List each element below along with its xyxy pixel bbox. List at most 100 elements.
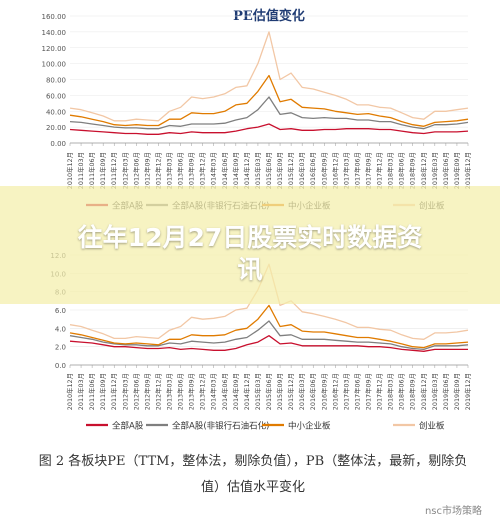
x-tick-label: 2016年12月 — [330, 373, 339, 410]
banner-title: 往年12月27日股票实时数据资 讯 — [0, 222, 500, 286]
x-tick-label: 2015年12月 — [286, 152, 295, 189]
x-tick-label: 2017年03月 — [341, 152, 350, 189]
legend-label: 创业板 — [419, 421, 445, 432]
x-tick-label: 2013年06月 — [176, 152, 185, 189]
x-tick-label: 2013年09月 — [187, 373, 196, 410]
x-tick-label: 2016年09月 — [319, 152, 328, 189]
figure-caption-line2: 值）估值水平变化 — [200, 480, 305, 495]
x-tick-label: 2011年03月 — [76, 373, 85, 410]
x-tick-label: 2019年12月 — [463, 152, 472, 189]
y-tick-label: 0.0 — [55, 362, 66, 370]
x-tick-label: 2016年09月 — [319, 373, 328, 410]
x-tick-label: 2018年09月 — [408, 373, 417, 410]
x-tick-label: 2017年03月 — [341, 373, 350, 410]
x-tick-label: 2015年09月 — [275, 373, 284, 410]
x-tick-label: 2011年12月 — [109, 152, 118, 189]
x-tick-label: 2015年12月 — [286, 373, 295, 410]
y-tick-label: 40.00 — [46, 108, 66, 116]
y-tick-label: 120.00 — [42, 45, 67, 53]
x-tick-label: 2018年03月 — [386, 152, 395, 189]
x-tick-label: 2012年09月 — [142, 373, 151, 410]
x-tick-label: 2016年12月 — [330, 152, 339, 189]
x-tick-label: 2018年03月 — [386, 373, 395, 410]
figure-caption-line1: 图 2 各板块PE（TTM，整体法，剔除负值），PB（整体法，最新，剔除负 — [38, 454, 468, 469]
x-tick-label: 2014年03月 — [209, 152, 218, 189]
x-tick-label: 2014年09月 — [231, 373, 240, 410]
x-tick-label: 2010年12月 — [65, 373, 74, 410]
x-tick-label: 2012年12月 — [153, 152, 162, 189]
x-tick-label: 2016年03月 — [297, 373, 306, 410]
x-tick-label: 2011年09月 — [98, 152, 107, 189]
x-tick-label: 2017年12月 — [375, 152, 384, 189]
x-tick-label: 2012年03月 — [120, 373, 129, 410]
x-tick-label: 2011年06月 — [87, 152, 96, 189]
legend-label: 中小企业板 — [288, 421, 331, 432]
x-tick-label: 2013年12月 — [198, 152, 207, 189]
x-tick-label: 2012年06月 — [131, 152, 140, 189]
y-tick-label: 60.00 — [46, 92, 66, 100]
banner-title-line1: 往年12月27日股票实时数据资 — [77, 223, 423, 252]
x-tick-label: 2012年12月 — [153, 373, 162, 410]
x-tick-label: 2012年09月 — [142, 152, 151, 189]
x-tick-label: 2015年09月 — [275, 152, 284, 189]
x-tick-label: 2012年03月 — [120, 152, 129, 189]
chart-1: PE估值变化0.0020.0040.0060.0080.00100.00120.… — [42, 8, 473, 212]
x-tick-label: 2015年06月 — [264, 373, 273, 410]
x-tick-label: 2019年12月 — [463, 373, 472, 410]
x-tick-label: 2019年09月 — [452, 373, 461, 410]
x-tick-label: 2019年06月 — [441, 152, 450, 189]
x-tick-label: 2011年06月 — [87, 373, 96, 410]
x-tick-label: 2018年06月 — [397, 373, 406, 410]
x-tick-label: 2014年06月 — [220, 152, 229, 189]
series-line-4 — [69, 31, 469, 122]
series-line-1 — [69, 123, 469, 135]
x-tick-label: 2014年06月 — [220, 373, 229, 410]
y-tick-label: 100.00 — [42, 61, 67, 69]
y-tick-label: 0.00 — [50, 140, 66, 148]
banner-title-line2: 讯 — [237, 255, 263, 284]
x-tick-label: 2012年06月 — [131, 373, 140, 410]
x-tick-label: 2014年03月 — [209, 373, 218, 410]
x-tick-label: 2013年03月 — [165, 373, 174, 410]
x-tick-label: 2018年12月 — [419, 373, 428, 410]
x-tick-label: 2014年09月 — [231, 152, 240, 189]
y-tick-label: 2.0 — [55, 344, 66, 352]
series-line-1 — [69, 335, 468, 352]
x-tick-label: 2011年03月 — [76, 152, 85, 189]
x-tick-label: 2019年03月 — [430, 373, 439, 410]
x-tick-label: 2013年12月 — [198, 373, 207, 410]
x-tick-label: 2015年06月 — [264, 152, 273, 189]
series-line-3 — [69, 304, 469, 349]
x-tick-label: 2016年06月 — [308, 152, 317, 189]
x-tick-label: 2017年06月 — [352, 152, 361, 189]
y-tick-label: 4.0 — [55, 325, 66, 333]
y-tick-label: 20.00 — [46, 124, 66, 132]
x-tick-label: 2013年06月 — [176, 373, 185, 410]
x-tick-label: 2011年12月 — [109, 373, 118, 410]
x-tick-label: 2013年03月 — [165, 152, 174, 189]
watermark-text: nsc市场策略 — [424, 506, 482, 517]
series-line-3 — [69, 74, 469, 127]
series-line-2 — [69, 96, 469, 130]
x-tick-label: 2018年09月 — [408, 152, 417, 189]
x-tick-label: 2018年06月 — [397, 152, 406, 189]
x-tick-label: 2015年03月 — [253, 152, 262, 189]
y-tick-label: 160.00 — [42, 13, 67, 21]
x-tick-label: 2014年12月 — [242, 373, 251, 410]
x-tick-label: 2014年12月 — [242, 152, 251, 189]
x-tick-label: 2010年12月 — [65, 152, 74, 189]
series-line-2 — [69, 320, 469, 351]
x-tick-label: 2015年03月 — [253, 373, 262, 410]
x-tick-label: 2016年03月 — [297, 152, 306, 189]
x-tick-label: 2018年12月 — [419, 152, 428, 189]
y-tick-label: 6.0 — [55, 307, 66, 315]
chart-2: 0.02.04.06.08.010.012.02010年12月2011年03月2… — [50, 252, 472, 432]
x-tick-label: 2017年09月 — [364, 373, 373, 410]
x-tick-label: 2019年03月 — [430, 152, 439, 189]
x-tick-label: 2017年12月 — [375, 373, 384, 410]
x-tick-label: 2013年09月 — [187, 152, 196, 189]
x-tick-label: 2017年09月 — [364, 152, 373, 189]
x-tick-label: 2019年09月 — [452, 152, 461, 189]
x-tick-label: 2019年06月 — [441, 373, 450, 410]
